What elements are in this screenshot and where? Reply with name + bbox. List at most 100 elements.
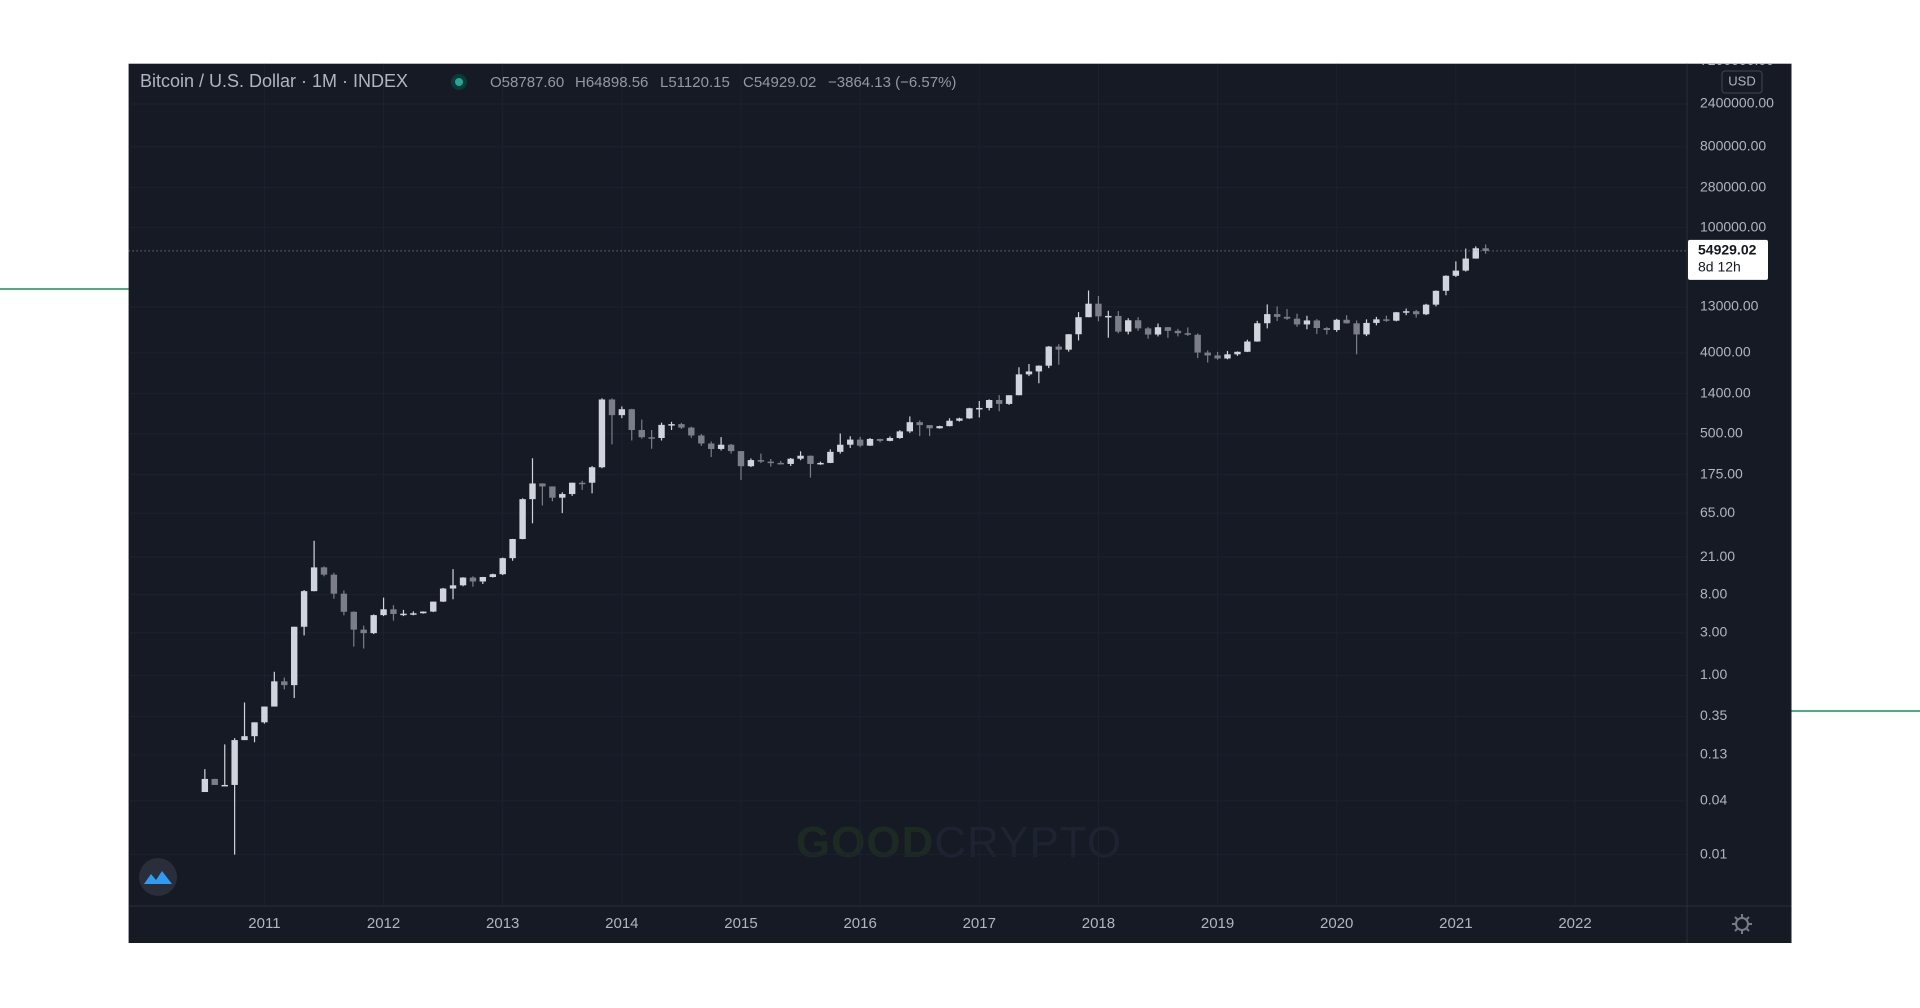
candle-body [1264, 314, 1271, 324]
candle-body [1472, 248, 1479, 259]
candle-body [598, 399, 606, 468]
candle-body [360, 629, 367, 634]
last-price-label: 54929.02 [1698, 242, 1757, 258]
candle-body [489, 574, 497, 578]
x-tick-label: 2012 [367, 915, 400, 932]
candle-body [1383, 319, 1390, 321]
candle-body [767, 461, 774, 464]
candle-body [300, 591, 308, 627]
candle-body [1323, 328, 1331, 331]
x-tick-label: 2013 [486, 915, 519, 932]
candle-body [568, 482, 576, 495]
plot: GOODCRYPTO [128, 63, 1687, 906]
candle-body [439, 588, 447, 602]
candle-body [241, 736, 248, 741]
candle-body [578, 482, 586, 485]
candle-body [1333, 319, 1340, 331]
y-tick-label: 0.01 [1700, 845, 1727, 861]
y-tick-label: 3.00 [1700, 623, 1727, 639]
candle-body [1125, 320, 1132, 332]
countdown-label: 8d 12h [1698, 259, 1741, 275]
candle-body [1303, 320, 1311, 325]
candle-body [350, 611, 357, 630]
y-tick-label: 175.00 [1700, 465, 1743, 481]
candle-body [1412, 311, 1420, 315]
candle-body [1095, 303, 1102, 317]
candle-body [1293, 318, 1301, 325]
candle-body [618, 409, 626, 416]
candle-body [449, 585, 457, 589]
candle-body [658, 424, 665, 438]
candle-body [817, 462, 824, 465]
y-tick-label: 280000.00 [1700, 178, 1766, 194]
candle-body [201, 778, 209, 793]
candle-body [390, 609, 397, 614]
candle-body [1164, 327, 1172, 331]
x-tick-label: 2016 [843, 915, 876, 932]
candle-body [1184, 333, 1191, 335]
candle-body [221, 784, 228, 787]
y-tick-label: 0.04 [1700, 791, 1727, 807]
candle-body [370, 615, 377, 634]
candle-body [1244, 341, 1251, 352]
candle-body [410, 613, 417, 615]
candle-body [856, 439, 864, 446]
candle-body [966, 408, 973, 419]
candle-body [539, 483, 546, 487]
candle-body [737, 451, 745, 467]
candle-body [1134, 320, 1142, 329]
candle-body [1373, 319, 1380, 323]
candle-body [956, 418, 963, 421]
candle-body [588, 467, 596, 483]
settings-icon[interactable] [1732, 914, 1752, 934]
status-dot [455, 78, 463, 86]
y-tick-label: 100000.00 [1700, 218, 1766, 234]
candle-body [866, 438, 874, 446]
candle-body [1025, 371, 1033, 375]
currency[interactable]: USD [1728, 73, 1755, 88]
candle-body [1343, 319, 1350, 324]
x-tick-label: 2021 [1439, 915, 1472, 932]
ohlc-legend: O58787.60 H64898.56 L51120.15 C54929.02 … [490, 74, 956, 91]
candle-body [1273, 314, 1281, 317]
ohlc-low: L51120.15 [660, 74, 730, 91]
x-tick-label: 2019 [1201, 915, 1234, 932]
candle-body [1432, 290, 1440, 305]
candle-body [1254, 323, 1261, 342]
candle-body [549, 486, 556, 498]
candle-body [310, 567, 318, 592]
candle-body [1482, 248, 1489, 251]
candle-body [519, 499, 526, 540]
candle-body [1283, 316, 1291, 319]
x-tick-label: 2015 [724, 915, 757, 932]
candle-body [797, 455, 804, 459]
y-tick-label: 1.00 [1700, 666, 1727, 682]
candle-body [330, 574, 338, 594]
candle-body [976, 407, 983, 410]
candle-body [559, 494, 566, 498]
candle-body [985, 399, 993, 408]
candle-body [251, 722, 258, 737]
y-tick-label: 2400000.00 [1700, 95, 1774, 111]
candle-body [1105, 315, 1112, 318]
candle-body [281, 681, 288, 686]
candle-body [777, 462, 784, 465]
candle-body [628, 409, 635, 431]
y-tick-label: 8.00 [1700, 585, 1727, 601]
candle-body [1452, 270, 1460, 276]
candle-body [1055, 346, 1062, 350]
candle-body [638, 430, 645, 438]
x-tick-label: 2017 [963, 915, 996, 932]
candle-body [430, 601, 437, 612]
candle-body [1353, 323, 1360, 335]
candle-body [936, 426, 943, 429]
candle-body [479, 577, 487, 582]
candle-body [886, 437, 894, 441]
currency-box[interactable] [1721, 70, 1763, 94]
candle-body [827, 451, 834, 463]
candle-body [1045, 346, 1052, 366]
candle-body [1015, 374, 1023, 396]
candle-body [1075, 317, 1082, 335]
